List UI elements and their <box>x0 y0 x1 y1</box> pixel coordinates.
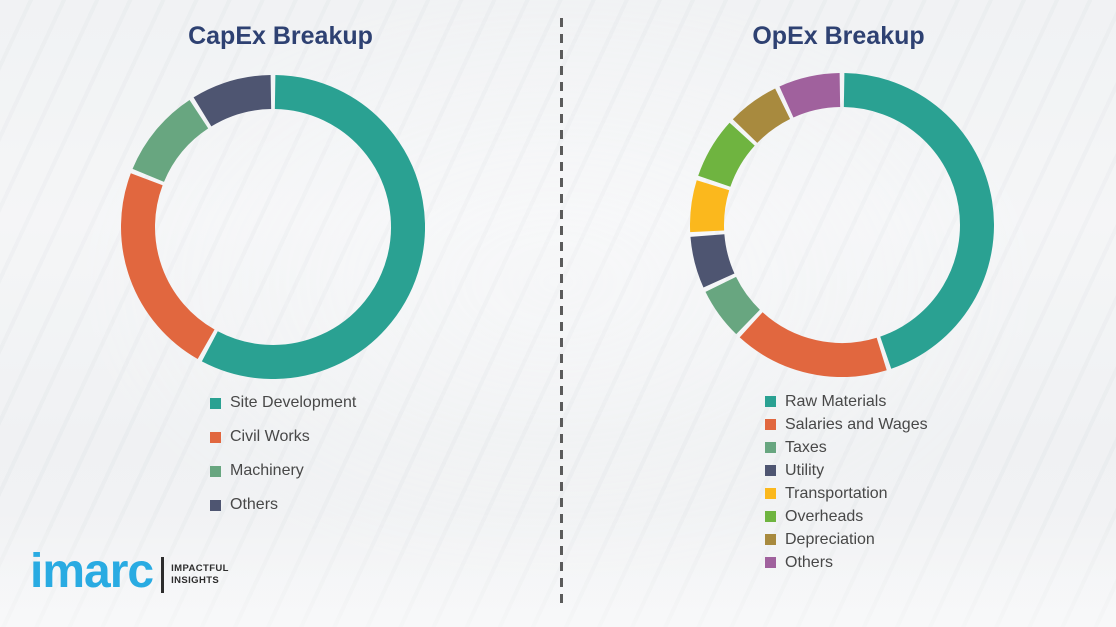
donut-slice-depreciation <box>732 88 791 144</box>
donut-slice-civil-works <box>121 173 215 360</box>
legend-item-raw-materials: Raw Materials <box>765 390 928 413</box>
legend-swatch <box>765 396 776 407</box>
legend-label: Others <box>785 553 834 571</box>
donut-slice-machinery <box>132 99 209 183</box>
legend-item-site-development: Site Development <box>210 386 356 420</box>
donut-slice-overheads <box>698 122 756 188</box>
legend-item-overheads: Overheads <box>765 505 928 528</box>
legend-item-others: Others <box>765 551 928 574</box>
donut-slice-site-development <box>201 75 425 379</box>
legend-swatch <box>765 465 776 476</box>
legend-item-machinery: Machinery <box>210 454 356 488</box>
imarc-logo-divider-bar <box>161 557 165 593</box>
legend-swatch <box>765 488 776 499</box>
imarc-logo-tagline: IMPACTFUL INSIGHTS <box>171 563 229 587</box>
opex-donut-chart <box>690 73 994 377</box>
legend-swatch <box>765 419 776 430</box>
legend-item-utility: Utility <box>765 459 928 482</box>
capex-chart-title: CapEx Breakup <box>188 22 373 50</box>
legend-label: Transportation <box>785 484 888 502</box>
legend-swatch <box>765 442 776 453</box>
imarc-logo: imarc IMPACTFUL INSIGHTS <box>30 548 229 596</box>
vertical-dashed-divider <box>560 18 563 608</box>
legend-item-salaries-and-wages: Salaries and Wages <box>765 413 928 436</box>
donut-slice-salaries-and-wages <box>739 311 887 377</box>
legend-swatch <box>765 511 776 522</box>
legend-swatch <box>210 499 221 511</box>
legend-item-civil-works: Civil Works <box>210 420 356 454</box>
capex-legend: Site Development Civil Works Machinery Othe… <box>210 386 356 522</box>
opex-legend: Raw Materials Salaries and Wages Taxes Util… <box>765 390 928 574</box>
donut-slice-utility <box>690 233 735 288</box>
legend-item-others: Others <box>210 488 356 522</box>
opex-chart-title: OpEx Breakup <box>752 22 925 50</box>
legend-label: Utility <box>785 461 825 479</box>
legend-swatch <box>210 397 221 409</box>
legend-item-transportation: Transportation <box>765 482 928 505</box>
donut-slice-transportation <box>690 180 730 233</box>
imarc-tagline-line2: INSIGHTS <box>171 574 220 586</box>
legend-label: Machinery <box>230 462 304 479</box>
imarc-tagline-line1: IMPACTFUL <box>171 562 229 574</box>
legend-label: Civil Works <box>230 428 310 445</box>
donut-slice-others <box>193 75 272 127</box>
legend-label: Depreciation <box>785 530 875 548</box>
legend-item-taxes: Taxes <box>765 436 928 459</box>
legend-label: Site Development <box>230 394 357 411</box>
legend-label: Salaries and Wages <box>785 415 928 433</box>
legend-swatch <box>210 431 221 443</box>
legend-label: Raw Materials <box>785 392 887 410</box>
legend-swatch <box>765 534 776 545</box>
legend-label: Others <box>230 496 279 513</box>
donut-slice-taxes <box>705 276 761 335</box>
legend-label: Taxes <box>785 438 827 456</box>
legend-swatch <box>210 465 221 477</box>
donut-slice-raw-materials <box>843 73 994 369</box>
donut-slice-others <box>779 73 841 118</box>
legend-item-depreciation: Depreciation <box>765 528 928 551</box>
imarc-logo-wordmark: imarc <box>30 545 154 598</box>
capex-donut-chart <box>121 75 425 379</box>
legend-label: Overheads <box>785 507 864 525</box>
legend-swatch <box>765 557 776 568</box>
